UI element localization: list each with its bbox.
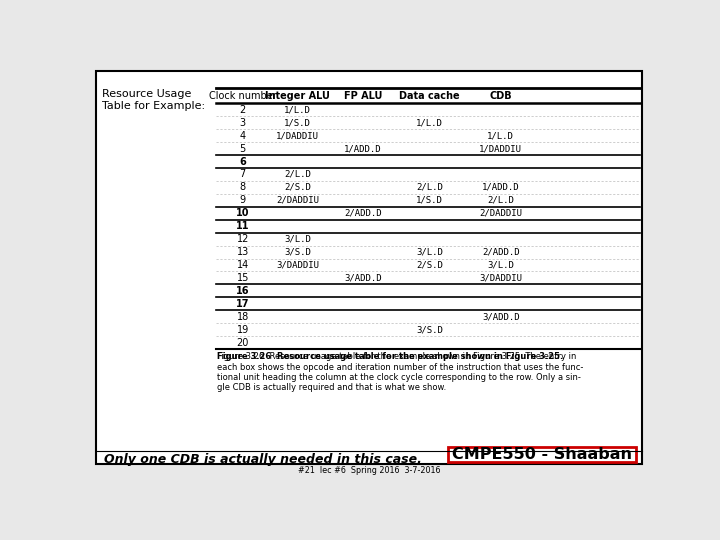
Text: 2/L.D: 2/L.D: [284, 170, 311, 179]
Text: FP ALU: FP ALU: [343, 91, 382, 100]
Text: 15: 15: [236, 273, 249, 283]
Text: 2/L.D: 2/L.D: [416, 183, 443, 192]
Text: 1/L.D: 1/L.D: [487, 131, 514, 140]
Text: Resource Usage
Table for Example:: Resource Usage Table for Example:: [102, 90, 205, 111]
Text: 3/DADDIU: 3/DADDIU: [276, 260, 319, 269]
Text: 2: 2: [240, 105, 246, 115]
Text: 1/S.D: 1/S.D: [416, 196, 443, 205]
Text: 6: 6: [239, 157, 246, 166]
Text: CMPE550 - Shaaban: CMPE550 - Shaaban: [452, 447, 632, 462]
Text: 2/ADD.D: 2/ADD.D: [344, 209, 382, 218]
Text: 11: 11: [236, 221, 249, 231]
Text: CDB: CDB: [490, 91, 512, 100]
Text: 1/S.D: 1/S.D: [284, 118, 311, 127]
FancyBboxPatch shape: [448, 447, 636, 462]
Text: 9: 9: [240, 195, 246, 205]
Text: 3/ADD.D: 3/ADD.D: [482, 312, 520, 321]
Text: 3/S.D: 3/S.D: [416, 325, 443, 334]
Text: #21  lec #6  Spring 2016  3-7-2016: #21 lec #6 Spring 2016 3-7-2016: [298, 466, 440, 475]
Text: 2/DADDIU: 2/DADDIU: [276, 196, 319, 205]
Text: 1/DADDIU: 1/DADDIU: [480, 144, 522, 153]
Text: 1/DADDIU: 1/DADDIU: [276, 131, 319, 140]
Text: 4: 4: [240, 131, 246, 140]
Text: 20: 20: [236, 338, 249, 348]
Text: 10: 10: [236, 208, 249, 218]
Text: 5: 5: [240, 144, 246, 153]
Text: Data cache: Data cache: [399, 91, 460, 100]
Text: 1/L.D: 1/L.D: [284, 105, 311, 114]
Text: 7: 7: [240, 170, 246, 179]
Text: 1/ADD.D: 1/ADD.D: [344, 144, 382, 153]
FancyBboxPatch shape: [96, 71, 642, 464]
Text: 3/L.D: 3/L.D: [487, 260, 514, 269]
Text: Figure 3.26  Resource usage table for the example shown in Figure 3.25.: Figure 3.26 Resource usage table for the…: [217, 352, 563, 361]
Text: 3/ADD.D: 3/ADD.D: [344, 273, 382, 282]
Text: 18: 18: [237, 312, 249, 322]
Text: 2/ADD.D: 2/ADD.D: [482, 247, 520, 256]
Text: 13: 13: [237, 247, 249, 257]
Text: Figure 3.26  Resource usage table for the example shown in Figure 3.25. The entr: Figure 3.26 Resource usage table for the…: [217, 352, 583, 393]
Text: 2/S.D: 2/S.D: [416, 260, 443, 269]
Text: 16: 16: [236, 286, 249, 296]
Text: 3/DADDIU: 3/DADDIU: [480, 273, 522, 282]
Text: 8: 8: [240, 183, 246, 192]
Text: 3/S.D: 3/S.D: [284, 247, 311, 256]
Text: 17: 17: [236, 299, 249, 309]
Text: 3/L.D: 3/L.D: [284, 234, 311, 244]
Text: Clock number: Clock number: [209, 91, 276, 100]
Text: 2/L.D: 2/L.D: [487, 196, 514, 205]
Text: 19: 19: [237, 325, 249, 335]
Text: 2/DADDIU: 2/DADDIU: [480, 209, 522, 218]
Text: 3/L.D: 3/L.D: [416, 247, 443, 256]
Text: 1/ADD.D: 1/ADD.D: [482, 183, 520, 192]
Text: 14: 14: [237, 260, 249, 270]
Text: 2/S.D: 2/S.D: [284, 183, 311, 192]
Text: Integer ALU: Integer ALU: [265, 91, 330, 100]
Text: Only one CDB is actually needed in this case.: Only one CDB is actually needed in this …: [104, 453, 422, 466]
Text: 1/L.D: 1/L.D: [416, 118, 443, 127]
Text: 12: 12: [236, 234, 249, 244]
Text: 3: 3: [240, 118, 246, 127]
